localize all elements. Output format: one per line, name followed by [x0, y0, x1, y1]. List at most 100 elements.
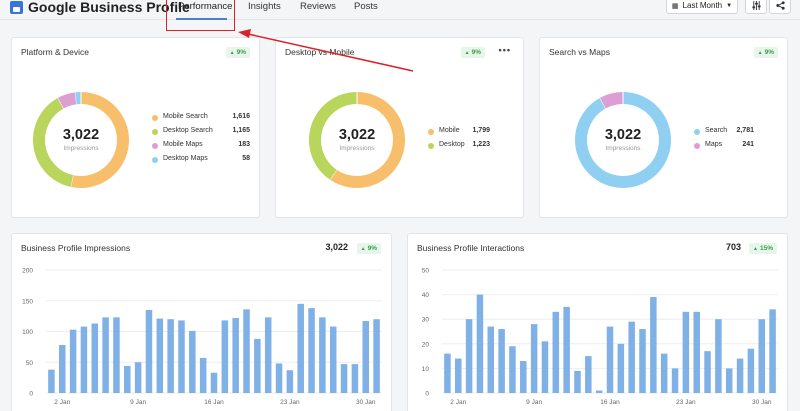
bar[interactable]: [91, 323, 99, 393]
bar[interactable]: [80, 326, 88, 393]
bar[interactable]: [340, 364, 348, 393]
bar[interactable]: [563, 306, 570, 393]
bar[interactable]: [530, 324, 538, 393]
bar[interactable]: [639, 329, 646, 393]
bar[interactable]: [210, 372, 218, 393]
bar[interactable]: [671, 368, 679, 393]
bar[interactable]: [650, 297, 657, 393]
bar[interactable]: [769, 309, 776, 393]
trend-up-icon: ▲: [229, 49, 235, 56]
donut-slice[interactable]: [33, 97, 74, 187]
bar[interactable]: [297, 303, 304, 393]
filter-button[interactable]: [745, 0, 767, 14]
bar[interactable]: [595, 390, 603, 393]
bar[interactable]: [736, 358, 744, 393]
bar[interactable]: [715, 319, 722, 393]
tab-performance[interactable]: Performance: [178, 1, 233, 12]
bar[interactable]: [606, 326, 614, 393]
legend-item: Search 2,781: [694, 127, 754, 141]
bar[interactable]: [455, 358, 462, 393]
badge-value: 9%: [764, 49, 774, 56]
y-tick-label: 50: [26, 360, 34, 367]
bar[interactable]: [199, 357, 207, 393]
bar[interactable]: [541, 341, 549, 393]
y-tick-label: 0: [29, 391, 33, 398]
donut-slice[interactable]: [329, 92, 405, 188]
bar[interactable]: [660, 353, 668, 393]
more-options-icon[interactable]: •••: [498, 45, 511, 55]
app-title: Google Business Profile: [28, 0, 190, 15]
bar[interactable]: [156, 318, 164, 393]
bar[interactable]: [725, 368, 733, 393]
bar[interactable]: [254, 338, 261, 393]
bar[interactable]: [628, 321, 635, 393]
x-tick-label: 2 Jan: [54, 399, 70, 406]
x-tick-label: 30 Jan: [356, 399, 376, 406]
bar[interactable]: [134, 362, 142, 393]
donut-slice[interactable]: [309, 92, 358, 180]
bar[interactable]: [221, 320, 229, 393]
search-maps-legend: Search 2,781 Maps 241: [694, 127, 754, 155]
bar[interactable]: [286, 370, 294, 393]
platform-device-card: Platform & Device ▲ 9% 3,022 Impressions …: [11, 37, 260, 218]
change-badge: ▲ 9%: [225, 47, 250, 58]
tab-insights[interactable]: Insights: [248, 1, 281, 12]
bar[interactable]: [308, 308, 315, 393]
bar[interactable]: [758, 319, 765, 393]
bar[interactable]: [329, 326, 337, 393]
bar[interactable]: [178, 320, 185, 393]
bar[interactable]: [373, 319, 380, 393]
bar[interactable]: [585, 356, 592, 393]
bar[interactable]: [362, 321, 369, 393]
bar[interactable]: [48, 369, 55, 393]
bar[interactable]: [498, 329, 505, 393]
desktop-mobile-donut-chart: [309, 92, 405, 188]
bar[interactable]: [682, 311, 690, 393]
bar[interactable]: [552, 311, 560, 393]
slice-separator: [599, 97, 607, 109]
bar[interactable]: [167, 319, 174, 393]
x-tick-label: 30 Jan: [752, 399, 772, 406]
bar[interactable]: [574, 370, 581, 393]
bar[interactable]: [319, 317, 326, 393]
bar[interactable]: [617, 343, 625, 393]
bar[interactable]: [747, 348, 755, 393]
tab-reviews[interactable]: Reviews: [300, 1, 336, 12]
bar[interactable]: [232, 317, 239, 393]
bar[interactable]: [69, 329, 77, 393]
bar[interactable]: [444, 353, 451, 393]
bar[interactable]: [465, 319, 473, 393]
bar[interactable]: [275, 363, 283, 393]
bar[interactable]: [189, 330, 196, 393]
bar[interactable]: [509, 346, 516, 393]
bar[interactable]: [476, 294, 484, 393]
tab-posts[interactable]: Posts: [354, 1, 378, 12]
donut-slice[interactable]: [575, 92, 671, 188]
bar[interactable]: [102, 317, 109, 393]
active-tab-indicator: [176, 18, 227, 20]
bar[interactable]: [113, 317, 120, 393]
donut-slice[interactable]: [57, 92, 77, 109]
bar[interactable]: [351, 364, 359, 393]
bar[interactable]: [59, 345, 66, 393]
bar[interactable]: [243, 309, 250, 393]
bar[interactable]: [124, 365, 131, 393]
period-dropdown[interactable]: ▦ Last Month ▼: [666, 0, 738, 14]
desktop-mobile-legend: Mobile 1,799 Desktop 1,223: [428, 127, 490, 155]
impressions-bar-chart: 0 50 100 150 200 2 Jan 9 Jan 16 Jan 23 Jan 30 Jan: [22, 268, 382, 406]
donut-slice[interactable]: [70, 92, 129, 188]
chevron-down-icon: ▼: [726, 2, 733, 9]
bar[interactable]: [704, 351, 711, 393]
share-button[interactable]: [769, 0, 791, 14]
bar[interactable]: [487, 326, 495, 393]
card-title: Business Profile Interactions: [417, 243, 525, 253]
donut-slice[interactable]: [599, 92, 624, 109]
card-title: Search vs Maps: [549, 47, 610, 57]
bar[interactable]: [145, 309, 153, 393]
donut-unit: Impressions: [63, 145, 99, 152]
bar[interactable]: [693, 311, 700, 393]
bar[interactable]: [520, 361, 527, 393]
card-title: Platform & Device: [21, 47, 90, 57]
legend-dot: [694, 129, 700, 135]
bar[interactable]: [264, 317, 272, 393]
